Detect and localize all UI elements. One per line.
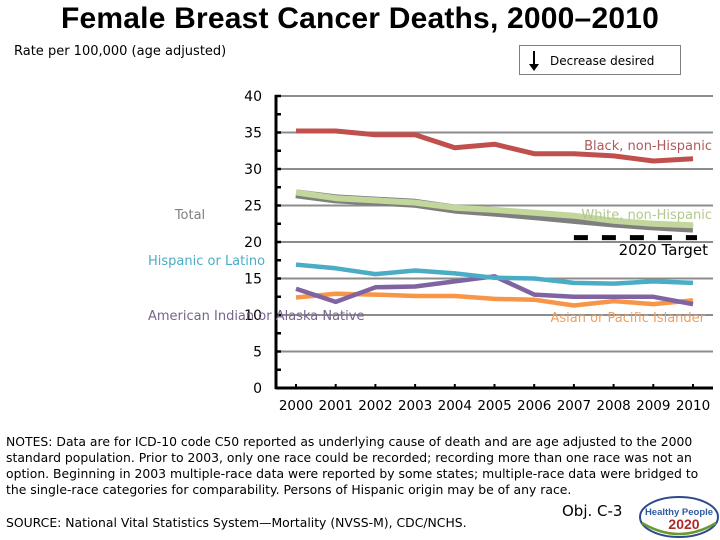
healthy-people-logo: Healthy People 2020 xyxy=(639,496,719,538)
x-tick-label: 2003 xyxy=(398,398,432,414)
x-tick-label: 2009 xyxy=(636,398,670,414)
x-tick-label: 2004 xyxy=(438,398,472,414)
y-tick-label: 25 xyxy=(244,199,262,215)
y-tick-label: 10 xyxy=(244,308,262,324)
x-tick-label: 2006 xyxy=(517,398,551,414)
y-tick-label: 5 xyxy=(253,345,262,361)
target-label: 2020 Target xyxy=(619,241,708,259)
y-axis-subtitle: Rate per 100,000 (age adjusted) xyxy=(14,44,227,59)
down-arrow-icon xyxy=(529,51,539,71)
series-label-hispanic-or-latino: Hispanic or Latino xyxy=(148,254,265,269)
chart-title: Female Breast Cancer Deaths, 2000–2010 xyxy=(61,2,659,35)
logo-text-healthy-people: Healthy People xyxy=(645,507,713,518)
x-tick-label: 2001 xyxy=(319,398,353,414)
y-tick-label: 35 xyxy=(244,126,262,142)
x-tick-label: 2007 xyxy=(557,398,591,414)
y-tick-label: 20 xyxy=(244,235,262,251)
series-label-white-non-hispanic: White, non-Hispanic xyxy=(581,208,712,223)
line-chart: 0 5 10 15 20 25 30 35 40 2000 2001 2002 2003 2004 2005… xyxy=(148,89,713,414)
decrease-desired-label: Decrease desired xyxy=(550,54,655,68)
x-tick-label: 2000 xyxy=(279,398,313,414)
decrease-desired-legend: Decrease desired xyxy=(519,45,681,75)
series-label-total: Total xyxy=(174,208,205,223)
source-text: SOURCE: National Vital Statistics System… xyxy=(6,515,467,530)
x-tick-label: 2002 xyxy=(358,398,392,414)
y-tick-label: 0 xyxy=(253,381,262,397)
objective-label: Obj. C-3 xyxy=(562,502,623,520)
y-tick-label: 40 xyxy=(244,89,262,105)
logo-text-2020: 2020 xyxy=(668,516,699,532)
notes-text: NOTES: Data are for ICD-10 code C50 repo… xyxy=(6,434,699,497)
x-tick-label: 2008 xyxy=(596,398,630,414)
series-label-asian-or-pacific-islander: Asian or Pacific Islander xyxy=(550,311,705,326)
x-tick-label: 2005 xyxy=(477,398,511,414)
series-label-american-indian-or-alaska-native: American Indian or Alaska Native xyxy=(148,309,364,324)
y-tick-label: 15 xyxy=(244,272,262,288)
x-tick-label: 2010 xyxy=(676,398,710,414)
y-tick-label: 30 xyxy=(244,162,262,178)
series-label-black-non-hispanic: Black, non-Hispanic xyxy=(584,139,712,154)
